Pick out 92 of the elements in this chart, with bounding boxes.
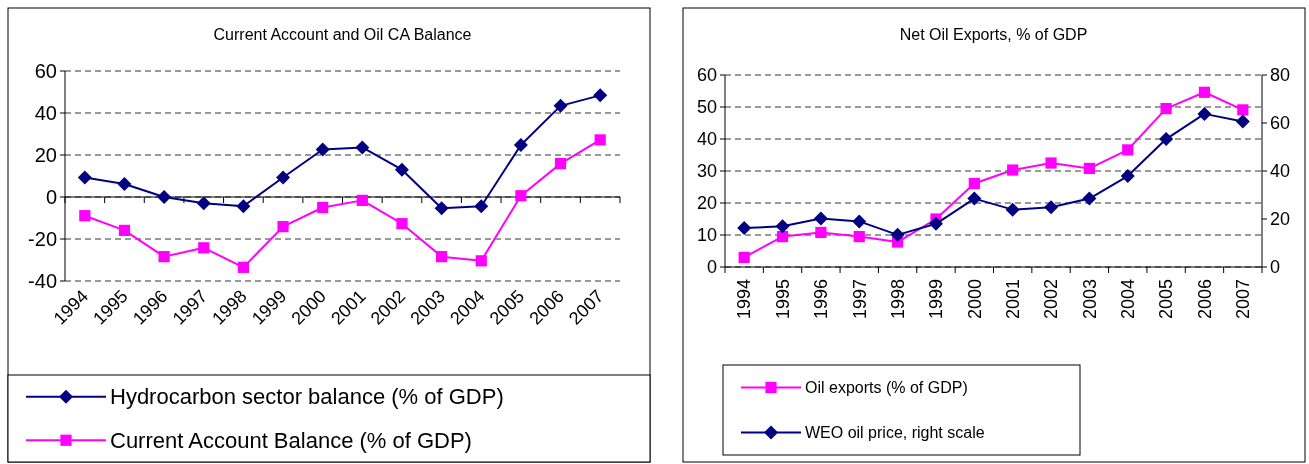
point — [890, 227, 905, 242]
y-tick-label: 0 — [706, 257, 717, 278]
point — [117, 176, 132, 191]
point — [852, 214, 867, 229]
point — [118, 224, 131, 236]
point — [79, 210, 91, 222]
x-tick-label: 1996 — [811, 279, 832, 320]
x-tick-label: 1998 — [887, 279, 908, 320]
x-tick-label: 2007 — [1233, 279, 1254, 320]
point — [1198, 86, 1211, 98]
x-tick-label: 1999 — [926, 279, 947, 320]
y-tick-label: 40 — [696, 129, 717, 150]
point — [1007, 164, 1019, 176]
y2-tick-label: 40 — [1270, 161, 1291, 182]
x-tick-label: 1997 — [849, 279, 870, 320]
y-tick-label: 30 — [696, 161, 717, 182]
point — [1197, 106, 1212, 121]
x-tick-label: 2001 — [1002, 279, 1023, 320]
chart-title: Current Account and Oil CA Balance — [213, 26, 472, 43]
point — [853, 231, 865, 243]
x-tick-label: 2005 — [1156, 279, 1177, 320]
chart-title: Net Oil Exports, % of GDP — [899, 26, 1088, 43]
y-tick-label: 10 — [696, 225, 717, 246]
point — [928, 216, 943, 231]
point — [394, 162, 409, 177]
legend-label: Current Account Balance (% of GDP) — [110, 427, 472, 453]
point — [436, 251, 448, 263]
point — [1237, 104, 1249, 116]
point — [1235, 114, 1250, 129]
point — [968, 177, 980, 190]
point — [775, 219, 790, 234]
legend-label: Oil exports (% of GDP) — [805, 379, 968, 397]
y-tick-label: 60 — [34, 60, 57, 82]
point — [515, 190, 527, 202]
y-tick-label: 20 — [696, 193, 717, 214]
point — [813, 211, 828, 226]
y-tick-label: -20 — [28, 228, 57, 250]
point — [474, 199, 489, 214]
point — [967, 191, 982, 206]
x-tick-label: 2002 — [1041, 279, 1062, 320]
y-tick-label: 50 — [696, 97, 717, 118]
point — [1159, 132, 1174, 147]
point — [1122, 144, 1134, 156]
point — [737, 221, 752, 236]
point — [776, 231, 789, 243]
y-tick-label: 0 — [45, 186, 57, 208]
y-tick-label: -40 — [28, 270, 57, 292]
point — [475, 255, 487, 267]
x-tick-label: 2000 — [964, 279, 985, 320]
x-tick-label: 2004 — [1118, 279, 1139, 320]
point — [236, 199, 251, 214]
point — [396, 218, 408, 230]
point — [594, 134, 606, 146]
y2-tick-label: 80 — [1270, 65, 1291, 86]
x-tick-label: 1995 — [772, 279, 793, 320]
point — [157, 190, 172, 204]
point — [434, 201, 449, 216]
point — [237, 261, 249, 273]
point — [1005, 202, 1020, 217]
point — [1082, 191, 1097, 206]
x-tick-label: 2006 — [1194, 279, 1215, 320]
point — [196, 196, 211, 211]
y-tick-label: 40 — [34, 102, 57, 124]
y-tick-label: 20 — [34, 144, 57, 166]
point — [1120, 169, 1135, 184]
point — [1044, 200, 1059, 215]
point — [158, 251, 170, 263]
y2-tick-label: 60 — [1270, 113, 1291, 134]
point — [738, 251, 750, 263]
point — [276, 170, 291, 185]
point — [315, 142, 330, 157]
y2-tick-label: 20 — [1270, 209, 1291, 230]
x-tick-label: 1994 — [734, 279, 755, 320]
point — [356, 194, 368, 206]
point — [198, 242, 210, 254]
point — [554, 158, 567, 170]
y-tick-label: 60 — [696, 65, 717, 86]
y2-tick-label: 0 — [1270, 257, 1281, 278]
point — [355, 140, 370, 155]
point — [553, 98, 568, 113]
point — [317, 201, 329, 214]
point — [1083, 162, 1095, 175]
point — [1160, 103, 1172, 115]
legend-label: Hydrocarbon sector balance (% of GDP) — [110, 384, 504, 410]
point — [815, 226, 827, 239]
legend-label: WEO oil price, right scale — [805, 424, 985, 442]
point — [1045, 157, 1057, 169]
point — [277, 221, 289, 233]
point — [593, 88, 608, 103]
x-tick-label: 2003 — [1079, 279, 1100, 320]
point — [77, 170, 92, 185]
point — [513, 137, 528, 152]
